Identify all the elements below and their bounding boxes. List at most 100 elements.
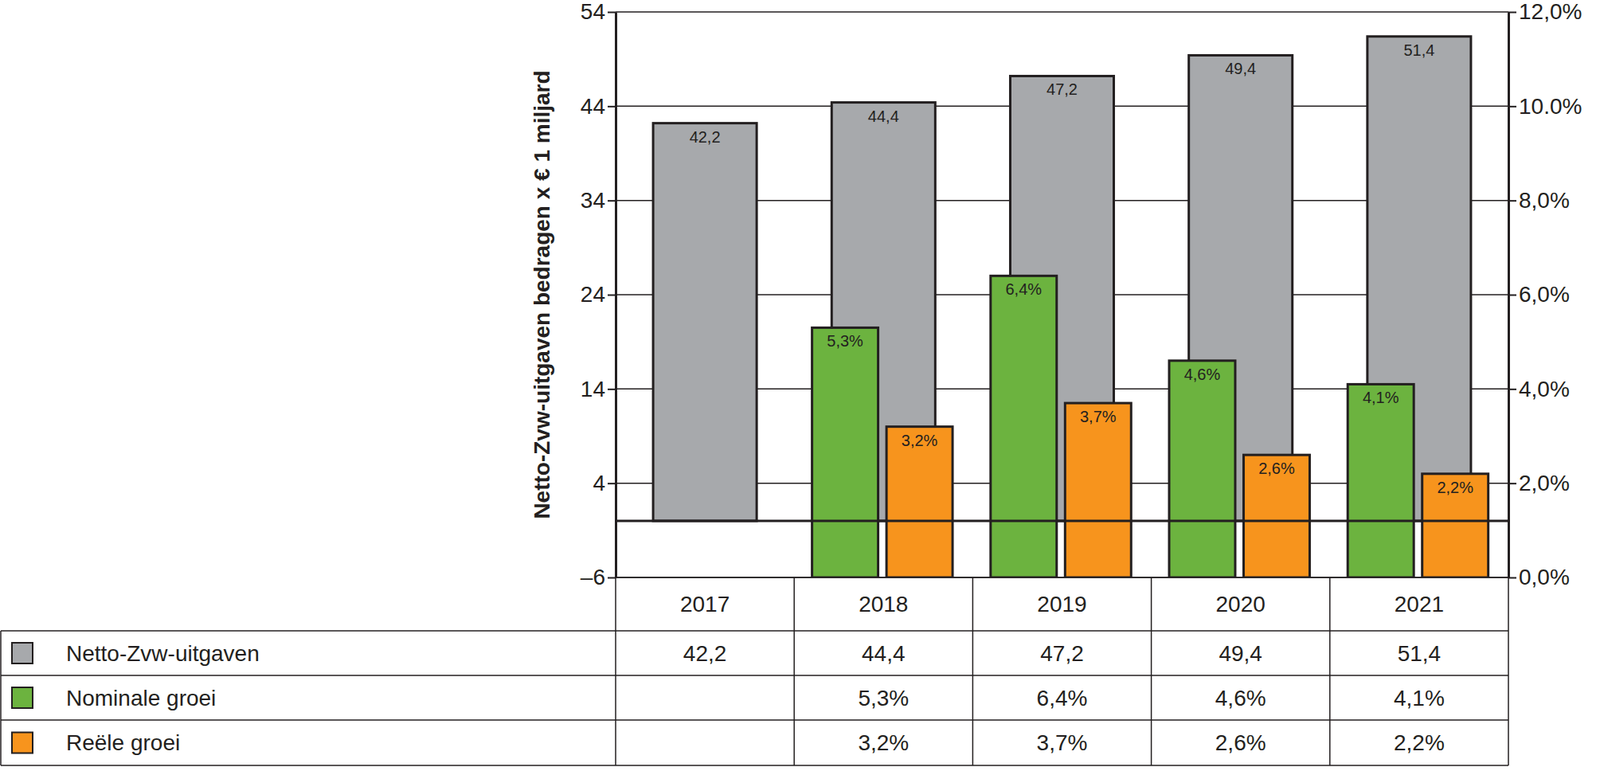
- tick-mark: [607, 482, 616, 485]
- data-label: 3,2%: [901, 431, 939, 450]
- data-label: 4,6%: [1184, 365, 1221, 384]
- tick: 34: [580, 187, 616, 213]
- data-label: 2,6%: [1258, 459, 1295, 478]
- tick-mark: [607, 199, 616, 202]
- tick-label: 4: [592, 470, 606, 496]
- tick: –6: [580, 564, 616, 590]
- tick-label: 2,0%: [1518, 470, 1570, 496]
- legend-swatch: [11, 687, 33, 709]
- tick-label: 12,0%: [1518, 0, 1582, 24]
- tick: 14: [580, 376, 616, 402]
- tick-label: 8,0%: [1518, 187, 1570, 213]
- table-line: [0, 719, 1509, 721]
- tick-mark: [607, 388, 616, 391]
- category-label: 2019: [1036, 591, 1087, 617]
- table-line: [0, 629, 1509, 632]
- table-cell: 51,4: [1397, 641, 1442, 666]
- data-label: 42,2: [689, 128, 721, 146]
- tick: 0,0%: [1508, 564, 1570, 590]
- category-label: 2021: [1394, 591, 1444, 617]
- y-axis: –641424344454: [580, 0, 617, 590]
- tick-label: 4,0%: [1518, 376, 1570, 402]
- bars: [653, 36, 1489, 578]
- tick-mark: [1508, 199, 1517, 202]
- table-cell: 5,3%: [857, 685, 909, 711]
- tick: 2,0%: [1508, 470, 1570, 496]
- tick-mark: [1508, 11, 1517, 14]
- axis-title: Netto-Zvw-uitgaven bedragen x € 1 miljar…: [529, 70, 555, 519]
- bar: [886, 426, 953, 578]
- tick-label: 0,0%: [1518, 564, 1570, 590]
- bar: [1422, 473, 1489, 578]
- bar: [990, 275, 1057, 578]
- table-cell: 6,4%: [1036, 685, 1088, 711]
- tick: 4: [592, 470, 616, 496]
- grid-line: [615, 11, 1509, 13]
- table-cell: 2,2%: [1393, 730, 1445, 756]
- tick-label: 34: [580, 187, 606, 213]
- bar: [653, 123, 757, 521]
- table-line: [972, 577, 975, 766]
- tick: 54: [580, 0, 616, 24]
- tick-label: 14: [580, 376, 606, 402]
- table-line: [0, 764, 1509, 767]
- tick-mark: [607, 577, 616, 579]
- tick: 4,0%: [1508, 376, 1570, 402]
- table-cell: 2,6%: [1215, 730, 1267, 756]
- legend-label: Reële groei: [66, 730, 180, 756]
- table-line: [0, 630, 2, 766]
- legend-label: Nominale groei: [66, 685, 216, 711]
- tick: 6,0%: [1508, 281, 1570, 307]
- category-label: 2020: [1216, 591, 1266, 617]
- table-line: [615, 576, 1509, 579]
- data-label: 51,4: [1403, 41, 1435, 59]
- table-cell: 44,4: [861, 641, 906, 666]
- tick: 10.0%: [1508, 93, 1582, 119]
- tick: 8,0%: [1508, 187, 1570, 213]
- table-cell: 42,2: [683, 641, 728, 666]
- tick-label: 54: [580, 0, 606, 24]
- tick-mark: [607, 11, 616, 14]
- data-label: 5,3%: [826, 332, 864, 350]
- tick-mark: [1508, 482, 1517, 485]
- bar: [1244, 454, 1311, 578]
- grid: [615, 11, 1509, 578]
- table-line: [793, 577, 795, 766]
- table-line: [1507, 577, 1510, 766]
- table-cell: 47,2: [1040, 641, 1084, 666]
- data-label: 6,4%: [1005, 280, 1043, 298]
- data-label: 49,4: [1224, 59, 1256, 78]
- y2-axis: 0,0% 2,0% 4,0% 6,0% 8,0% 10.0% 12,0%: [1508, 0, 1582, 590]
- data-label: 4,1%: [1362, 388, 1400, 407]
- bar: [1169, 360, 1236, 578]
- data-label: 3,7%: [1079, 407, 1117, 426]
- tick: 24: [580, 281, 616, 307]
- legend-label: Netto-Zvw-uitgaven: [66, 641, 260, 666]
- bar: [1064, 402, 1131, 578]
- grid-line: [615, 576, 1509, 579]
- data-label: 44,4: [868, 107, 900, 126]
- data-table: 2017 2018 2019 2020 2021 Netto-Zvw-uitgaven 42…: [0, 577, 1509, 766]
- table-cell: 4,6%: [1215, 685, 1267, 711]
- category-label: 2017: [680, 591, 730, 617]
- table-line: [1150, 577, 1153, 766]
- tick-mark: [1508, 105, 1517, 108]
- tick-label: 6,0%: [1518, 281, 1570, 307]
- table-line: [614, 577, 617, 766]
- table-cell: 3,7%: [1036, 730, 1088, 756]
- category-label: 2018: [858, 591, 908, 617]
- legend-swatch: [11, 732, 33, 754]
- tick-mark: [607, 294, 616, 297]
- tick-mark: [1508, 577, 1517, 579]
- table-line: [0, 674, 1509, 677]
- table-cell: 4,1%: [1393, 685, 1445, 711]
- table-cell: 49,4: [1218, 641, 1263, 666]
- tick-mark: [1508, 294, 1517, 297]
- table-cell: 3,2%: [857, 730, 909, 756]
- tick-label: 10.0%: [1518, 93, 1582, 119]
- tick: 12,0%: [1508, 0, 1582, 24]
- chart: 42,2 44,4 47,2 49,4 51,4 5,3% 6,4% 4,6% 4,1% 3,2%…: [0, 0, 1600, 771]
- bar: [812, 327, 879, 578]
- bar: [1347, 383, 1414, 578]
- tick-mark: [607, 105, 616, 108]
